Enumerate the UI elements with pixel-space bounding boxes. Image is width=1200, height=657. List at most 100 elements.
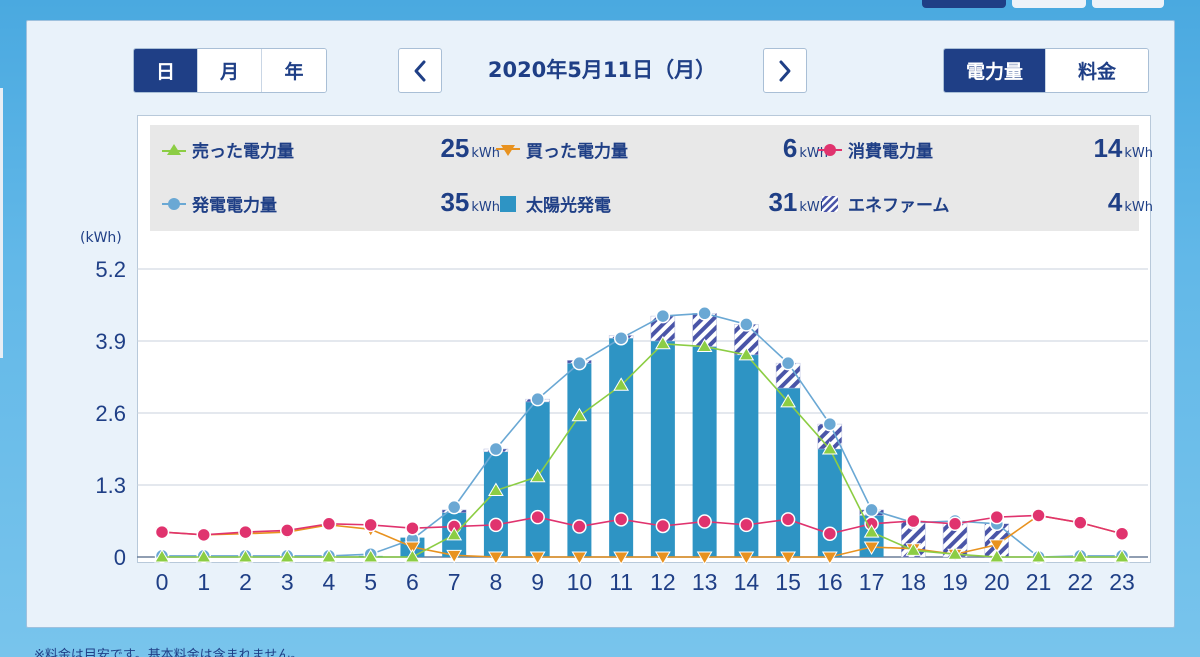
top-tab[interactable]	[1092, 0, 1164, 8]
x-tick-label: 23	[1109, 569, 1135, 595]
top-tab-active[interactable]	[922, 0, 1006, 8]
x-tick-label: 9	[531, 569, 544, 595]
consumed-point	[613, 512, 629, 527]
line-消費電力量	[161, 514, 1123, 536]
mode-cost-button[interactable]: 料金	[1046, 49, 1148, 92]
generated-point	[655, 308, 671, 324]
period-year-button[interactable]: 年	[262, 49, 326, 92]
mode-energy-button[interactable]: 電力量	[944, 49, 1046, 92]
legend-value-generated: 35 kWh	[440, 187, 500, 217]
consumed-point	[947, 516, 963, 532]
consumed-point	[906, 513, 921, 529]
x-tick-label: 15	[775, 569, 801, 595]
top-tab[interactable]	[1012, 0, 1086, 8]
generated-point	[822, 416, 838, 432]
consumed-point	[321, 516, 337, 532]
consumed-point	[989, 509, 1005, 525]
legend-value-solar: 31 kWh	[768, 187, 828, 217]
legend-value-bought: 6 kWh	[782, 133, 828, 163]
line-売った電力量	[162, 342, 1123, 558]
side-panel-edge	[0, 88, 3, 358]
sold-point	[154, 549, 170, 563]
bought-point	[738, 551, 755, 565]
x-tick-label: 14	[734, 569, 760, 595]
x-tick-label: 21	[1026, 569, 1052, 595]
triangle-down-icon	[496, 144, 520, 156]
solar-bar	[776, 388, 801, 557]
sold-point	[237, 549, 254, 563]
sold-point	[404, 549, 421, 563]
consumed-point	[530, 509, 545, 525]
x-tick-label: 0	[156, 569, 169, 595]
consumed-point	[363, 517, 378, 533]
chevron-right-icon	[779, 60, 791, 81]
sold-point	[738, 346, 755, 361]
x-tick-label: 4	[323, 569, 336, 595]
x-tick-label: 11	[609, 569, 633, 595]
legend-item-generated: 発電電力量	[162, 191, 277, 216]
x-tick-label: 7	[448, 569, 461, 595]
legend-value-consumed: 14 kWh	[1093, 133, 1153, 163]
y-tick-label: 0	[114, 545, 126, 570]
consumed-point	[279, 523, 295, 538]
consumed-point	[572, 519, 587, 534]
sold-point	[947, 546, 963, 560]
x-tick-label: 10	[567, 569, 593, 595]
consumed-point	[1031, 508, 1046, 523]
next-day-button[interactable]	[763, 48, 807, 93]
generated-point	[530, 391, 545, 407]
x-tick-label: 5	[364, 569, 377, 595]
generated-point	[780, 355, 796, 371]
sold-point	[696, 338, 713, 353]
generated-point	[864, 502, 879, 518]
consumed-point	[405, 520, 420, 536]
y-tick-label: 2.6	[95, 401, 126, 426]
x-tick-label: 13	[692, 569, 718, 595]
square-marker-icon	[500, 195, 516, 212]
prev-day-button[interactable]	[398, 48, 442, 93]
generated-point	[488, 441, 504, 457]
generated-point	[572, 355, 587, 371]
period-day-button[interactable]: 日	[134, 49, 198, 92]
legend-item-consumed: 消費電力量	[818, 137, 933, 162]
x-tick-label: 22	[1067, 569, 1093, 595]
sold-point	[195, 549, 212, 563]
legend-item-sold: 売った電力量	[162, 137, 294, 162]
x-tick-label: 16	[817, 569, 843, 595]
y-tick-label: 5.2	[95, 257, 126, 282]
x-tick-label: 19	[942, 569, 968, 595]
bought-point	[863, 541, 880, 556]
sold-point	[529, 468, 546, 483]
generated-point	[613, 330, 629, 346]
bought-point	[988, 539, 1005, 553]
consumed-point	[488, 517, 504, 533]
hatched-square-icon	[822, 195, 838, 212]
sold-point	[571, 407, 588, 422]
consumed-point	[196, 527, 211, 543]
bought-point	[696, 551, 713, 565]
period-month-button[interactable]: 月	[198, 49, 262, 92]
generated-point	[446, 499, 462, 515]
bought-point	[613, 551, 630, 565]
bought-point	[571, 551, 588, 565]
consumed-point	[780, 512, 796, 527]
consumed-point	[697, 514, 712, 529]
sold-point	[863, 524, 880, 538]
period-toggle: 日 月 年	[133, 48, 327, 93]
x-tick-label: 1	[197, 569, 210, 595]
legend-item-enefarm: エネファーム	[818, 191, 950, 216]
circle-marker-icon	[818, 143, 842, 156]
legend-item-bought: 買った電力量	[496, 137, 628, 162]
sold-point	[780, 393, 796, 408]
sold-point	[655, 335, 671, 350]
bought-point	[529, 551, 546, 565]
sold-point	[821, 441, 838, 455]
sold-point	[988, 549, 1005, 563]
sold-point	[1030, 549, 1047, 563]
y-axis-unit-label: (kWh)	[80, 230, 122, 246]
legend-item-solar: 太陽光発電	[496, 191, 611, 216]
y-tick-label: 3.9	[95, 329, 126, 354]
x-tick-label: 12	[650, 569, 676, 595]
consumed-point	[739, 517, 754, 533]
